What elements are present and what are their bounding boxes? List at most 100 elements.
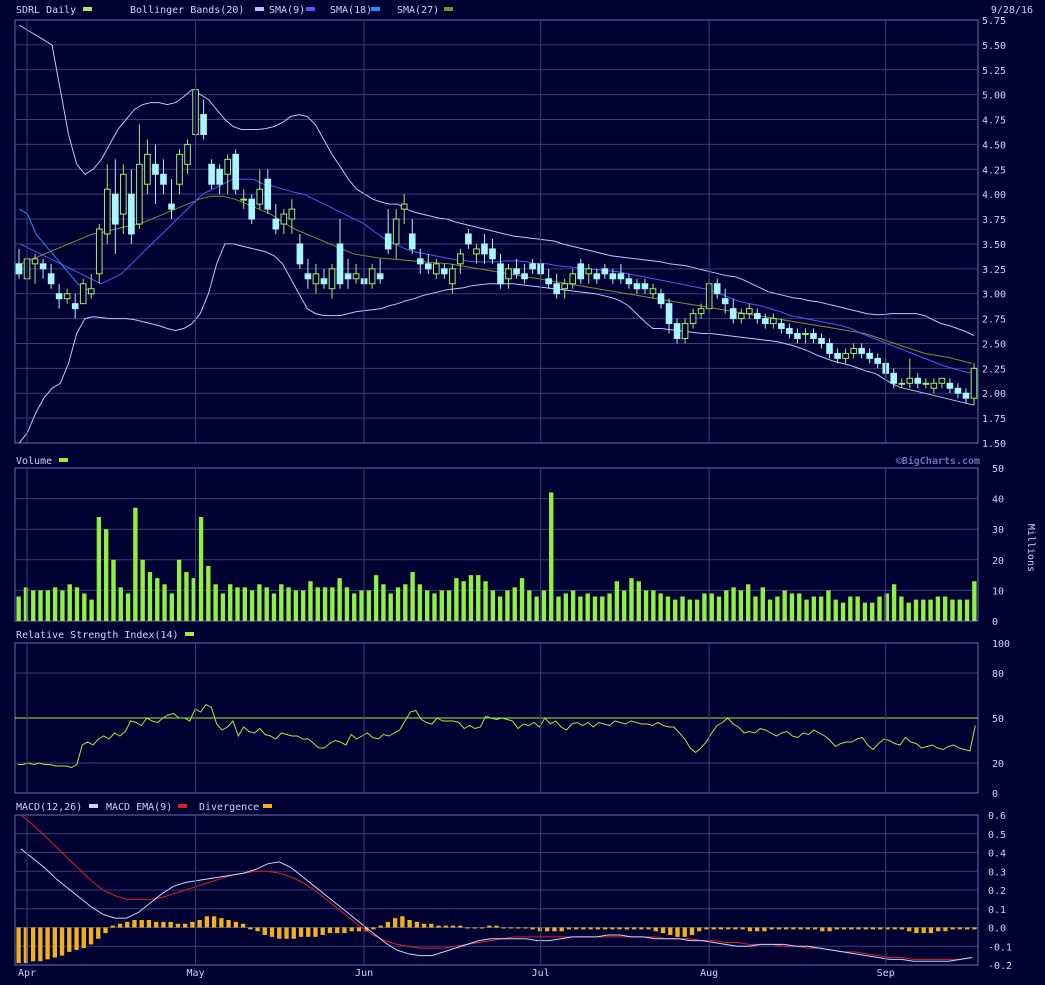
divergence-bar <box>646 927 651 930</box>
volume-bar <box>848 596 853 621</box>
candle-down <box>168 203 175 210</box>
candle-down <box>529 263 536 270</box>
divergence-bar <box>204 916 210 928</box>
x-axis: Apr May Jun Jul Aug Sep <box>18 20 895 979</box>
volume-bar <box>614 581 620 621</box>
volume-bar <box>600 596 605 621</box>
volume-bar <box>549 492 554 621</box>
volume-bar <box>527 590 532 621</box>
divergence-bar <box>59 927 65 956</box>
rsi-layer: 100 80 50 20 0 <box>15 639 1010 800</box>
price-panel-frame <box>14 19 979 444</box>
volume-bar <box>279 584 284 621</box>
divergence-bar <box>798 927 803 930</box>
divergence-bar <box>385 921 391 928</box>
divergence-bar <box>429 923 434 928</box>
volume-bar <box>556 596 561 621</box>
divergence-bar <box>581 927 586 930</box>
price-tick-label: 3.50 <box>982 240 1006 251</box>
candle-up <box>802 333 809 336</box>
volume-layer: 50 40 30 20 10 0 <box>15 464 1004 628</box>
rsi-swatch <box>185 632 194 636</box>
volume-bar <box>23 587 29 621</box>
candle-up <box>906 377 914 384</box>
divergence-bar <box>689 927 695 935</box>
divergence-bar <box>407 920 412 928</box>
divergence-bar <box>675 927 680 937</box>
divergence-bar <box>117 923 123 928</box>
divergence-bar <box>88 927 94 945</box>
volume-bar <box>52 587 58 621</box>
bollinger-lower-line <box>18 243 975 444</box>
price-tick-label: 2.00 <box>982 389 1006 400</box>
watermark: ©BigCharts.com <box>896 455 980 467</box>
price-tick-label: 2.75 <box>982 315 1006 326</box>
volume-bar <box>89 599 94 621</box>
candle-down <box>384 233 392 250</box>
divergence-bar <box>161 921 166 928</box>
divergence-bar <box>443 925 448 928</box>
candle-down <box>344 273 352 280</box>
candle-up <box>120 173 127 215</box>
volume-bar <box>767 599 773 621</box>
candle-down <box>545 278 552 285</box>
rsi-tick-label: 50 <box>992 714 1004 725</box>
divergence-bar <box>190 921 195 928</box>
price-tick-label: 5.50 <box>982 41 1006 52</box>
sma27-swatch <box>444 7 453 11</box>
volume-bar <box>935 596 941 621</box>
candle-up <box>938 377 946 384</box>
divergence-bar <box>501 927 506 929</box>
candle-down <box>160 173 167 185</box>
volume-bar <box>220 593 226 621</box>
divergence-bar <box>400 916 405 928</box>
divergence-bar <box>371 927 376 930</box>
rsi-title: Relative Strength Index(14) <box>16 630 179 641</box>
sma27-label: SMA(27) <box>397 5 439 16</box>
volume-bar <box>67 584 72 621</box>
macd-ema-swatch <box>178 804 187 808</box>
candle-up <box>697 308 705 315</box>
candle-down <box>954 387 962 394</box>
divergence-bar <box>530 927 535 930</box>
divergence-bar <box>610 927 615 930</box>
volume-bar <box>913 599 919 621</box>
candle-down <box>858 347 865 354</box>
bollinger-swatch <box>255 7 264 11</box>
candle-up <box>473 248 480 255</box>
volume-bar <box>658 593 663 621</box>
volume-bar <box>118 587 123 621</box>
volume-bar <box>709 593 714 621</box>
candle-up <box>352 273 360 280</box>
volume-bar <box>811 596 817 621</box>
candle-down <box>521 273 528 280</box>
candle-down <box>786 328 793 335</box>
sma18-line <box>19 178 973 374</box>
candle-up <box>256 188 264 205</box>
volume-bar <box>505 590 510 621</box>
divergence-bar <box>711 927 716 930</box>
divergence-bar <box>595 927 601 930</box>
volume-bar <box>388 593 393 621</box>
volume-legend: Volume ©BigCharts.com Millions <box>16 455 1036 572</box>
divergence-bar <box>624 927 630 930</box>
divergence-bar <box>125 921 130 928</box>
price-legend: SDRL Daily Bollinger Bands(20) SMA(9) SM… <box>16 5 1033 16</box>
volume-bar <box>395 587 401 621</box>
volume-bar <box>541 590 547 621</box>
divergence-bar <box>458 925 463 928</box>
divergence-bar <box>139 920 144 928</box>
divergence-bar <box>820 927 825 932</box>
candle-down <box>465 233 472 245</box>
volume-bar <box>694 599 700 621</box>
divergence-bar <box>146 920 152 928</box>
divergence-bar <box>812 927 818 930</box>
divergence-bar <box>74 927 79 950</box>
sma18-label: SMA(18) <box>330 5 372 16</box>
divergence-bar <box>754 927 760 932</box>
volume-bar <box>826 590 831 621</box>
volume-tick-label: 30 <box>992 525 1004 536</box>
volume-bar <box>184 572 189 621</box>
candle-up <box>312 273 320 285</box>
macd-tick-label: 0.6 <box>988 811 1006 822</box>
